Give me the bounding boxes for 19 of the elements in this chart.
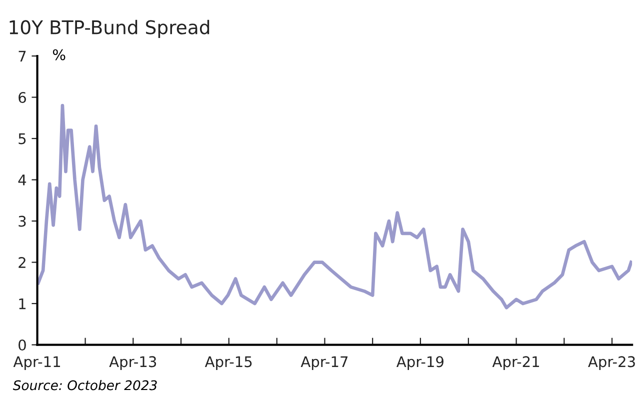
y-tick-label: 1 (19, 298, 26, 310)
line-series (37, 104, 632, 310)
y-axis-title: % (52, 49, 66, 60)
x-tick-label: Apr-11 (13, 356, 60, 370)
x-tick-label: Apr-21 (492, 356, 539, 370)
x-tick-label: Apr-23 (588, 356, 635, 370)
x-tick-label: Apr-17 (300, 356, 348, 370)
x-tick-label: Apr-13 (109, 356, 156, 370)
y-tick-label: 7 (18, 50, 26, 62)
chart-title: 10Y BTP-Bund Spread (10, 20, 210, 38)
y-tick-label: 6 (18, 92, 26, 104)
y-tick-label: 3 (18, 216, 26, 227)
x-tick-label: Apr-19 (396, 356, 444, 370)
y-tick-label: 2 (18, 257, 26, 268)
y-tick-label: 4 (18, 174, 26, 186)
y-tick-label: 5 (18, 133, 26, 144)
y-tick-label: 0 (18, 340, 26, 351)
x-tick-label: Apr-15 (204, 356, 252, 370)
source-note: Source: October 2023 (12, 380, 157, 390)
